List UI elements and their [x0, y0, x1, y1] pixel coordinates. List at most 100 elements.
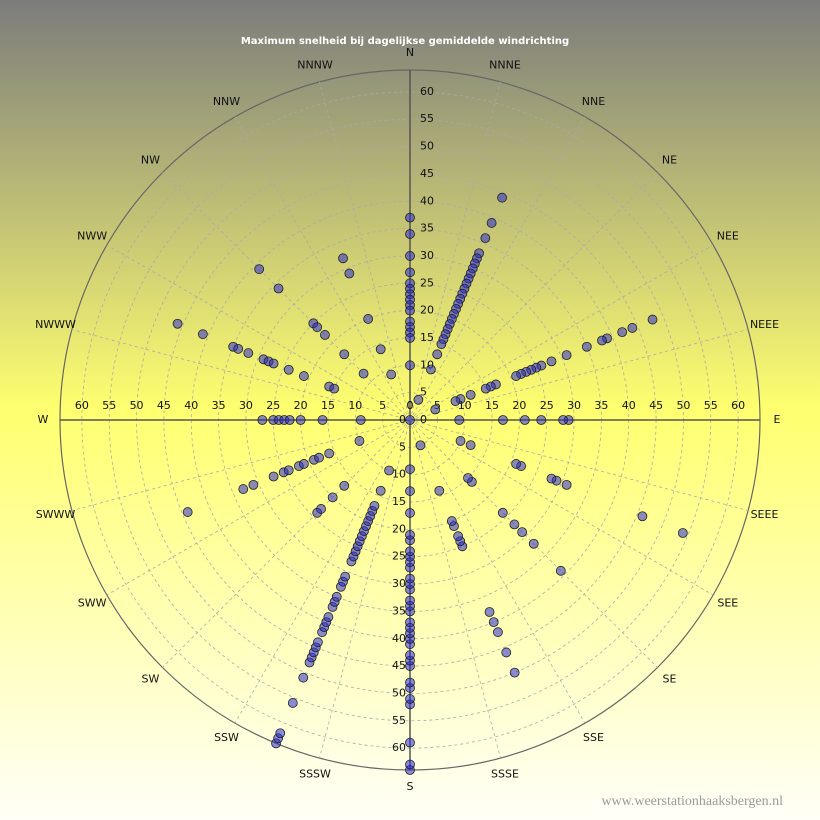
angular-label: NNW: [213, 95, 240, 108]
chart-title: Maximum snelheid bij dagelijkse gemiddel…: [241, 36, 569, 47]
r-tick-label: 5: [399, 440, 406, 453]
data-point: [317, 415, 328, 425]
data-point: [284, 415, 295, 425]
spoke: [409, 419, 586, 724]
angular-label: NW: [141, 153, 160, 166]
data-point: [511, 459, 522, 469]
data-point: [405, 212, 415, 223]
data-point: [405, 251, 415, 261]
angular-label: W: [38, 413, 49, 426]
data-point: [172, 318, 183, 329]
spoke: [409, 172, 658, 421]
data-point: [312, 322, 323, 333]
r-tick-label: 0: [420, 413, 427, 426]
data-point: [298, 371, 309, 381]
data-point: [405, 486, 415, 496]
data-point: [339, 349, 350, 360]
data-point: [432, 349, 443, 360]
r-tick-label: 55: [704, 399, 718, 412]
data-point: [254, 264, 265, 275]
angular-label: SSW: [214, 731, 239, 744]
data-point: [546, 473, 557, 484]
data-point: [354, 436, 365, 446]
angular-label: NNNW: [297, 59, 333, 72]
data-point: [486, 218, 497, 228]
data-point: [268, 358, 279, 369]
data-point: [273, 283, 284, 294]
spoke: [234, 419, 411, 724]
data-point: [268, 471, 279, 482]
data-point: [298, 672, 309, 683]
angular-label: NEEE: [750, 318, 779, 331]
data-point: [519, 415, 530, 425]
data-point: [339, 480, 350, 491]
spoke: [409, 419, 501, 759]
data-point: [369, 500, 380, 511]
spoke: [106, 419, 411, 596]
r-tick-label: 15: [485, 399, 499, 412]
angular-label: SEEE: [751, 508, 779, 521]
r-tick-label: 30: [239, 399, 253, 412]
data-point: [320, 330, 330, 340]
data-point: [465, 440, 476, 451]
r-tick-label: 15: [392, 495, 406, 508]
data-point: [453, 531, 464, 542]
data-point: [484, 607, 495, 617]
r-tick-label: 50: [420, 140, 434, 153]
angular-label: SWW: [78, 597, 107, 610]
data-point: [283, 364, 294, 375]
spoke: [234, 116, 411, 421]
r-tick-label: 30: [567, 399, 581, 412]
data-point: [501, 647, 512, 658]
r-tick-label: 30: [392, 577, 406, 590]
data-point: [413, 394, 424, 405]
data-point: [405, 650, 415, 661]
data-point: [248, 479, 259, 490]
spoke: [319, 419, 411, 759]
angular-label: NNNE: [489, 59, 521, 72]
data-point: [257, 415, 268, 425]
data-point: [386, 369, 397, 380]
r-tick-label: 15: [420, 331, 434, 344]
data-point: [454, 415, 465, 425]
data-point: [327, 492, 338, 503]
data-point: [313, 637, 323, 648]
r-tick-label: 25: [392, 550, 406, 563]
data-point: [384, 465, 394, 476]
r-tick-label: 20: [392, 522, 406, 535]
data-point: [677, 528, 688, 538]
data-point: [455, 436, 466, 446]
r-tick-label: 50: [676, 399, 690, 412]
data-point: [405, 415, 415, 425]
data-point: [536, 415, 547, 425]
r-tick-label: 60: [75, 399, 89, 412]
data-point: [340, 571, 351, 582]
data-point: [509, 519, 520, 530]
angular-label: SE: [663, 673, 677, 686]
r-tick-label: 20: [420, 304, 434, 317]
data-point: [405, 508, 415, 518]
angular-label: NNE: [582, 95, 605, 108]
data-point: [298, 459, 309, 469]
r-tick-label: 55: [420, 112, 434, 125]
angular-label: NWWW: [35, 318, 76, 331]
angular-label: SEE: [717, 597, 738, 610]
data-point: [597, 335, 607, 346]
r-tick-label: 45: [157, 399, 171, 412]
angular-label: NEE: [717, 230, 739, 243]
data-point: [555, 565, 566, 576]
data-point: [375, 485, 386, 496]
data-point: [480, 233, 491, 244]
data-point: [465, 389, 476, 400]
r-tick-label: 10: [392, 468, 406, 481]
data-point: [492, 627, 503, 638]
r-tick-label: 45: [420, 167, 434, 180]
watermark: www.weerstationhaaksbergen.nl: [601, 794, 783, 809]
r-tick-label: 60: [420, 85, 434, 98]
data-point: [344, 268, 355, 279]
r-tick-label: 35: [594, 399, 608, 412]
r-tick-label: 60: [731, 399, 745, 412]
data-point: [295, 415, 306, 425]
data-point: [436, 339, 447, 350]
